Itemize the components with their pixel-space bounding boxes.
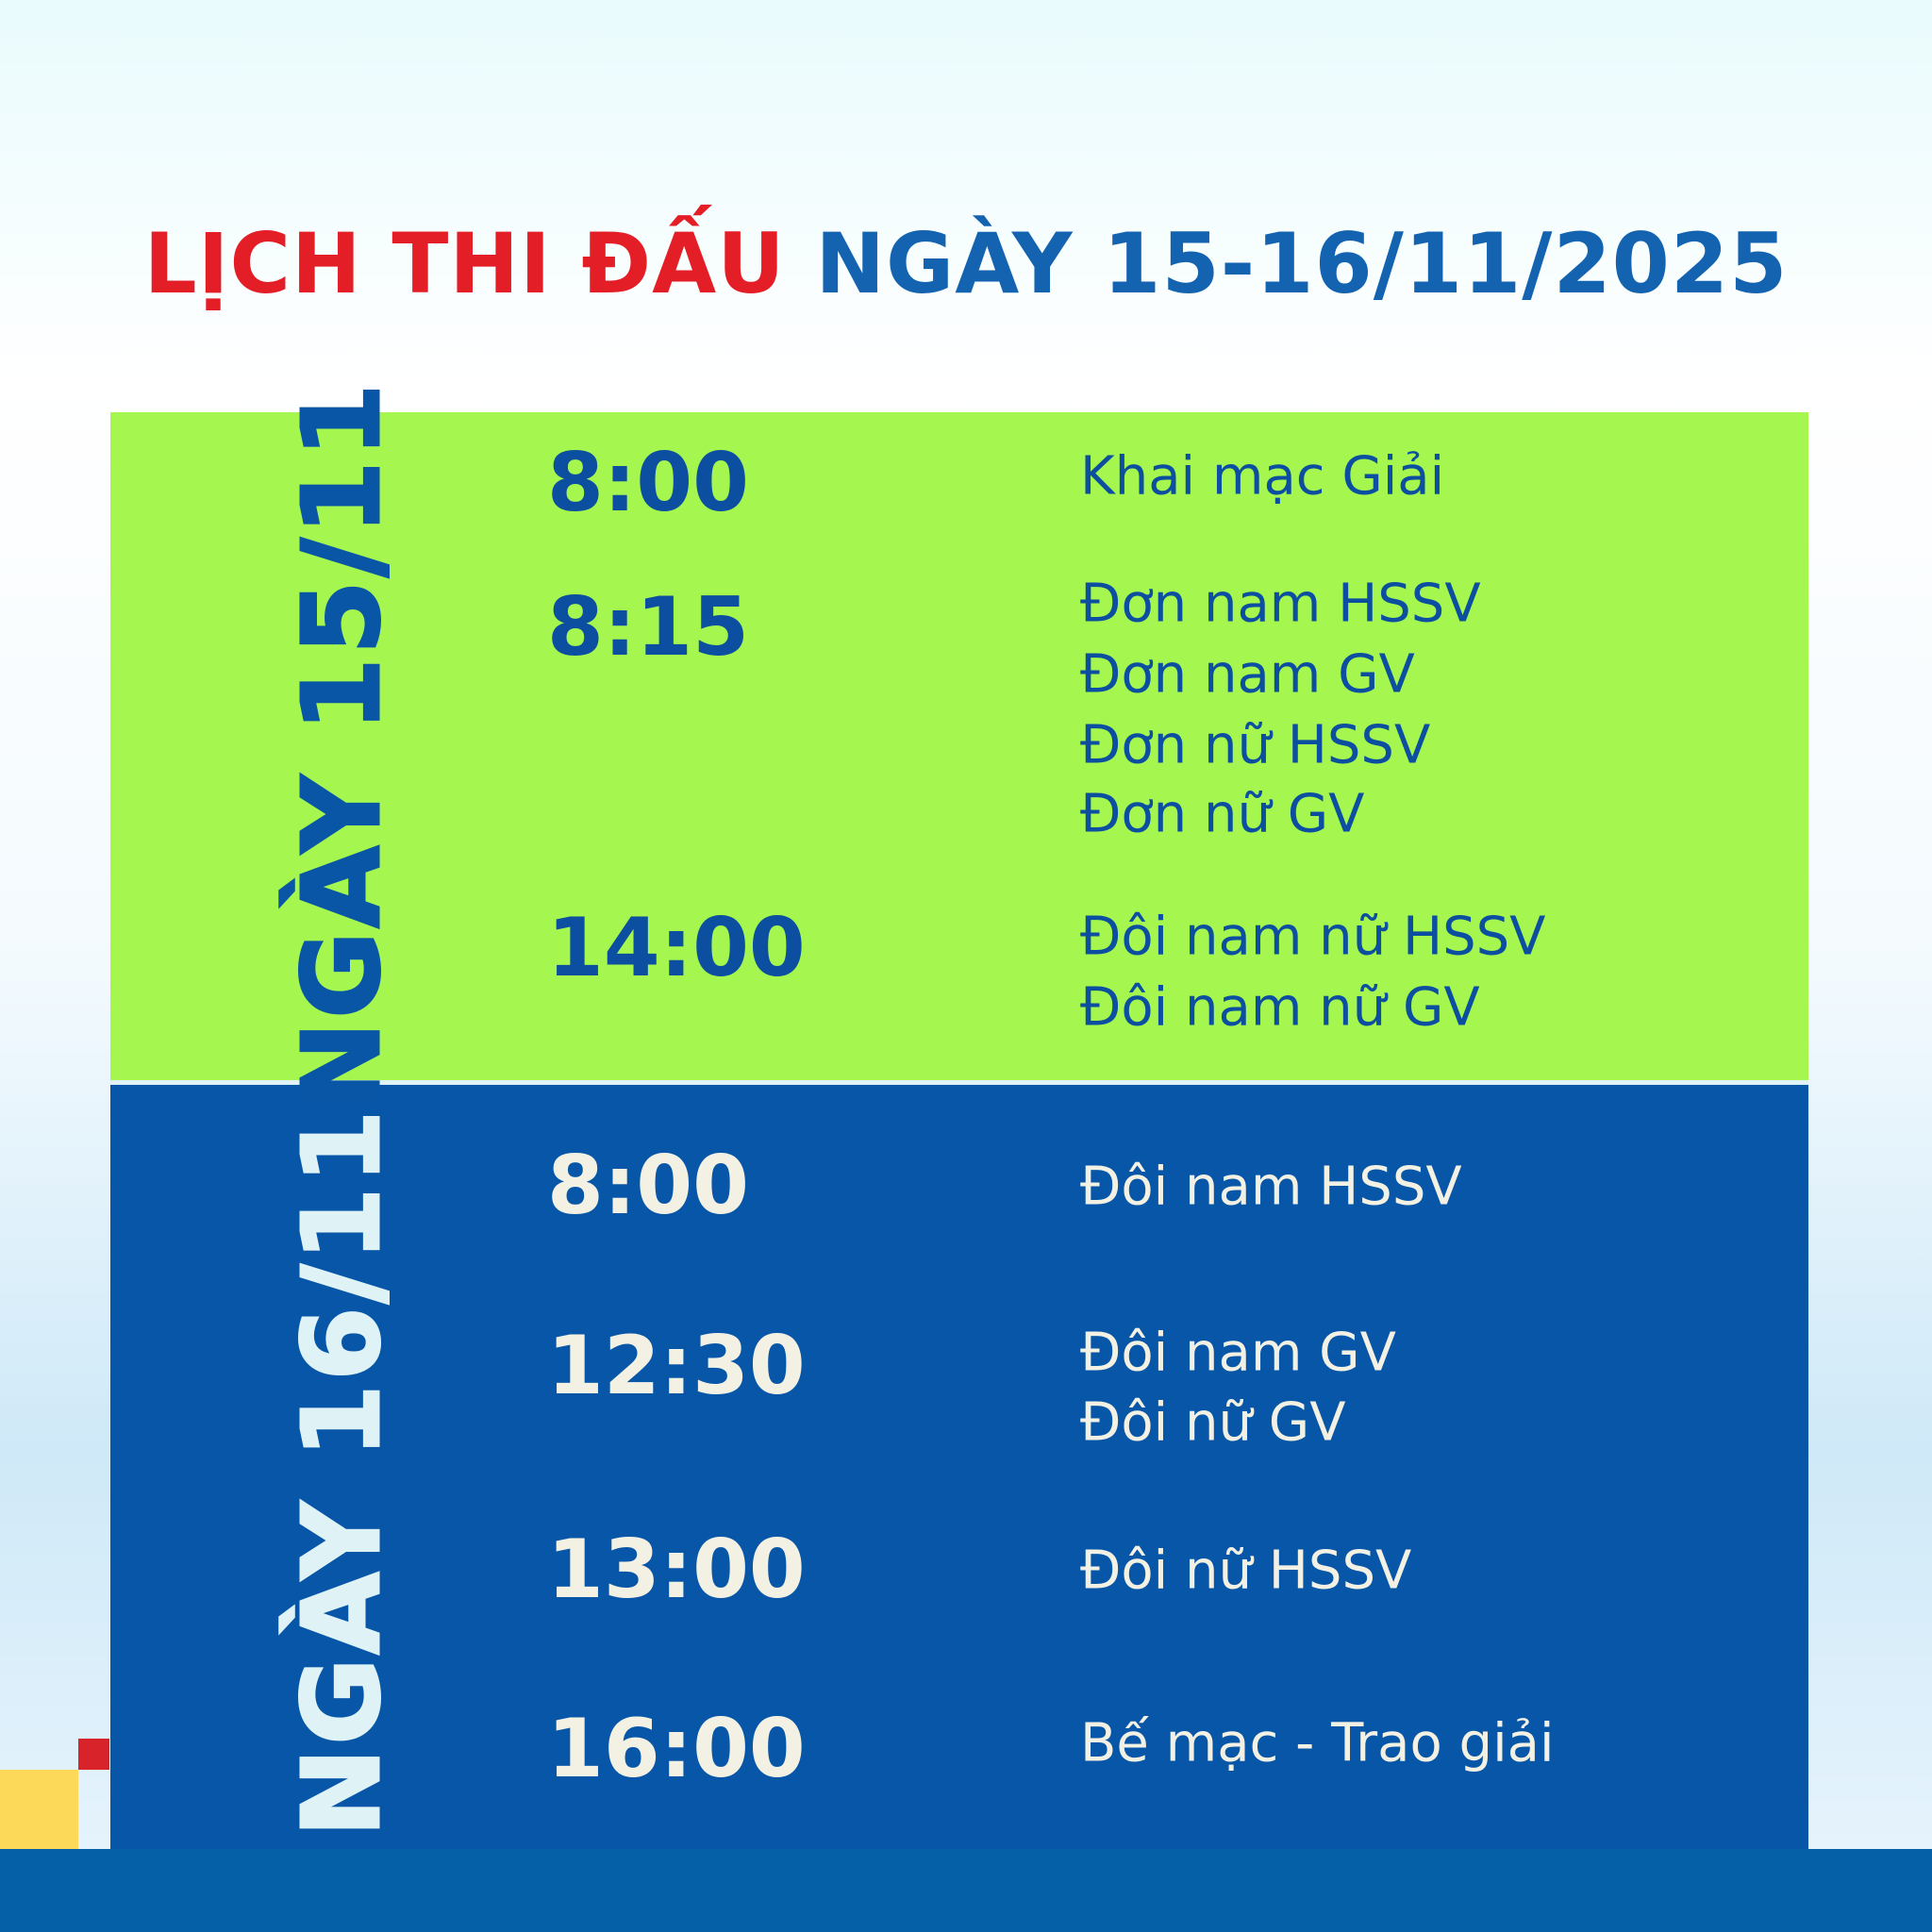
slot-event: Đôi nam nữ HSSV [1080, 906, 1546, 968]
day-2-label: NGÀY 16/11 [280, 1105, 406, 1838]
slot-event: Đơn nữ GV [1080, 783, 1365, 845]
slot-event: Đơn nam HSSV [1080, 573, 1481, 635]
title-part-red: LỊCH THI ĐẤU [143, 215, 786, 312]
day-2-panel [110, 1085, 1808, 1849]
slot-event: Khai mạc Giải [1080, 445, 1445, 508]
slot-time: 12:30 [547, 1319, 806, 1413]
slot-event: Đôi nữ HSSV [1080, 1540, 1412, 1602]
title-part-blue: NGÀY 15-16/11/2025 [815, 215, 1789, 312]
slot-time: 14:00 [547, 901, 806, 995]
decor-yellow-square [0, 1770, 78, 1849]
slot-time: 16:00 [547, 1702, 806, 1796]
slot-event: Đơn nữ HSSV [1080, 714, 1431, 776]
day-1-label: NGÀY 15/11 [280, 378, 406, 1111]
slot-event: Đôi nam GV [1080, 1322, 1396, 1384]
day-1-panel [110, 412, 1808, 1080]
bottom-bar [0, 1849, 1932, 1932]
divider [110, 1080, 1808, 1085]
slot-time: 13:00 [547, 1523, 806, 1617]
slot-event: Đôi nam nữ GV [1080, 976, 1480, 1039]
slot-time: 8:15 [547, 580, 749, 675]
slot-event: Đơn nam GV [1080, 643, 1415, 706]
slot-time: 8:00 [547, 1139, 749, 1233]
slot-event: Đôi nữ GV [1080, 1391, 1346, 1454]
decor-red-square [78, 1739, 109, 1770]
slot-event: Bế mạc - Trao giải [1080, 1712, 1555, 1774]
page-title: LỊCH THI ĐẤU NGÀY 15-16/11/2025 [0, 215, 1932, 312]
slot-event: Đôi nam HSSV [1080, 1156, 1462, 1218]
slot-time: 8:00 [547, 436, 749, 530]
